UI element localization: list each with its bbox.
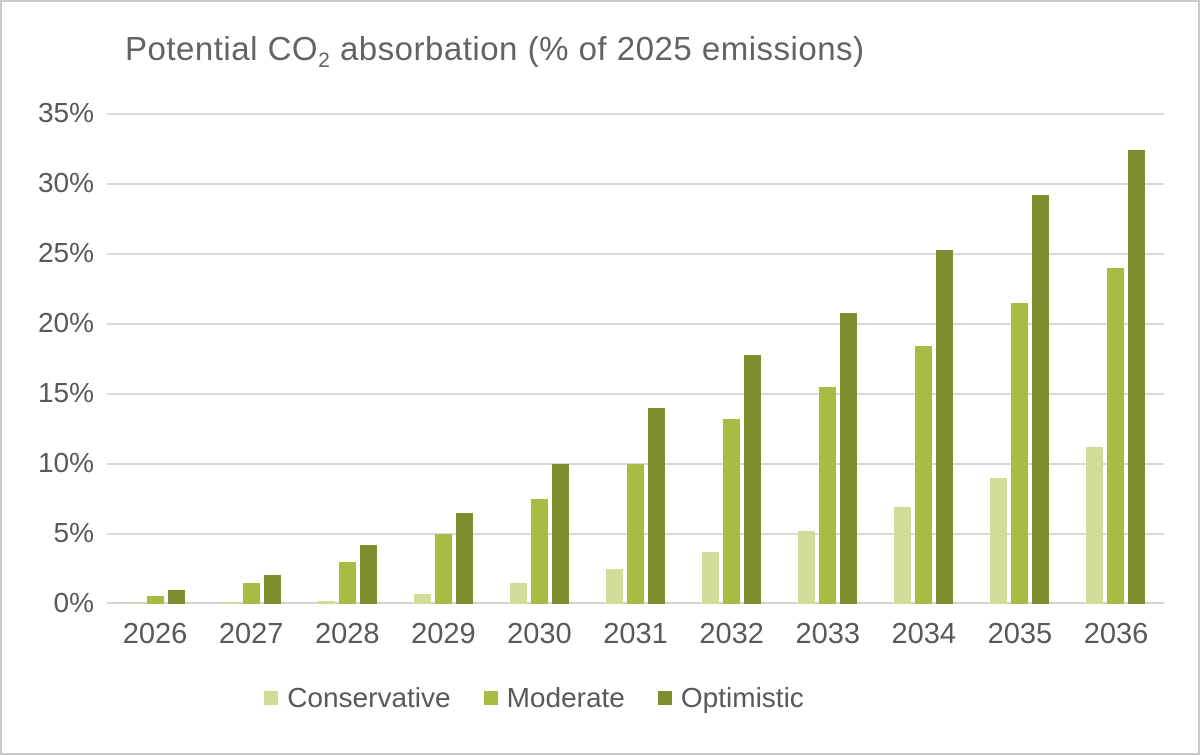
bar-optimistic-2028 <box>359 545 377 604</box>
chart-title: Potential CO2 absorbation (% of 2025 emi… <box>125 30 865 72</box>
bar-conservative-2027 <box>221 601 239 604</box>
bar-group-2030 <box>491 114 587 604</box>
bar-moderate-2036 <box>1107 268 1125 604</box>
x-tick-label-2030: 2030 <box>507 618 572 650</box>
bar-conservative-2029 <box>413 594 431 604</box>
y-tick-label: 20% <box>37 307 94 338</box>
bar-conservative-2034 <box>894 507 912 604</box>
bar-moderate-2026 <box>146 595 164 604</box>
chart-title-prefix: Potential CO <box>125 30 319 67</box>
legend-label: Conservative <box>287 682 451 713</box>
gridline <box>107 183 1164 185</box>
bar-conservative-2026 <box>125 602 143 604</box>
y-tick-label: 5% <box>53 517 94 548</box>
x-tick-label-2026: 2026 <box>122 618 188 650</box>
x-tick-label-2028: 2028 <box>314 618 380 650</box>
y-tick-label: 10% <box>37 447 94 478</box>
legend-label: Moderate <box>506 682 625 713</box>
gridline <box>107 393 1164 395</box>
x-tick-label-2031: 2031 <box>603 618 668 650</box>
bar-optimistic-2032 <box>744 354 762 604</box>
legend-item-conservative: Conservative <box>264 682 451 714</box>
legend-item-moderate: Moderate <box>483 682 625 714</box>
gridline <box>107 253 1164 255</box>
bar-optimistic-2027 <box>263 574 281 604</box>
legend-swatch-optimistic <box>657 691 672 705</box>
legend: Conservative Moderate Optimistic <box>2 682 1200 714</box>
bar-group-2033 <box>780 114 876 604</box>
bar-optimistic-2036 <box>1128 150 1146 604</box>
gridline <box>107 113 1164 115</box>
bar-conservative-2036 <box>1086 447 1104 604</box>
x-tick-label-2029: 2029 <box>411 618 476 650</box>
bar-optimistic-2033 <box>840 312 858 604</box>
x-tick-label-2036: 2036 <box>1083 618 1149 650</box>
x-tick-label-2034: 2034 <box>891 618 957 650</box>
y-tick-label: 15% <box>37 377 94 408</box>
bar-moderate-2035 <box>1011 303 1029 604</box>
legend-item-optimistic: Optimistic <box>657 682 804 714</box>
gridline <box>107 323 1164 325</box>
bar-group-2027 <box>203 114 299 604</box>
bar-conservative-2032 <box>702 552 720 604</box>
bar-optimistic-2035 <box>1032 195 1050 604</box>
bar-moderate-2031 <box>627 464 645 604</box>
bar-optimistic-2030 <box>551 464 569 604</box>
legend-label: Optimistic <box>680 682 804 713</box>
bar-moderate-2028 <box>338 562 356 604</box>
bar-optimistic-2029 <box>455 513 473 604</box>
chart-title-subscript: 2 <box>318 49 331 72</box>
x-tick-label-2035: 2035 <box>987 618 1053 650</box>
bar-moderate-2027 <box>242 583 260 604</box>
x-tick-label-2032: 2032 <box>699 618 764 650</box>
y-tick-label: 30% <box>37 167 94 198</box>
bar-group-2031 <box>587 114 683 604</box>
bar-moderate-2029 <box>434 534 452 604</box>
plot-area <box>107 113 1164 604</box>
bar-group-2036 <box>1068 114 1164 604</box>
bar-group-2029 <box>395 114 491 604</box>
bar-conservative-2031 <box>606 569 624 604</box>
bar-conservative-2035 <box>990 478 1008 604</box>
bar-conservative-2030 <box>509 583 527 604</box>
bar-moderate-2032 <box>723 419 741 604</box>
y-tick-label: 35% <box>37 97 94 128</box>
bar-group-2035 <box>972 114 1068 604</box>
bar-optimistic-2031 <box>648 408 666 604</box>
bar-group-2032 <box>684 114 780 604</box>
x-tick-label-2033: 2033 <box>795 618 860 650</box>
legend-swatch-moderate <box>483 691 498 705</box>
bar-group-2028 <box>299 114 395 604</box>
x-axis-tick-labels: 2026 2027 2028 2029 2030 2031 2032 2033 2034 2035… <box>107 618 1164 651</box>
bar-group-2026 <box>107 114 203 604</box>
chart-title-suffix: absorbation (% of 2025 emissions) <box>330 30 865 67</box>
bar-optimistic-2026 <box>167 590 185 604</box>
x-tick-label-2027: 2027 <box>218 618 284 650</box>
bar-optimistic-2034 <box>936 249 954 604</box>
bar-moderate-2030 <box>530 499 548 604</box>
y-tick-label: 25% <box>37 237 94 268</box>
bar-moderate-2033 <box>819 387 837 604</box>
legend-swatch-conservative <box>264 691 279 705</box>
gridline <box>107 463 1164 465</box>
bar-conservative-2033 <box>798 531 816 604</box>
y-tick-label: 0% <box>53 587 94 618</box>
bar-groups <box>107 114 1164 604</box>
bar-moderate-2034 <box>915 346 933 604</box>
bar-group-2034 <box>876 114 972 604</box>
bar-conservative-2028 <box>317 600 335 604</box>
